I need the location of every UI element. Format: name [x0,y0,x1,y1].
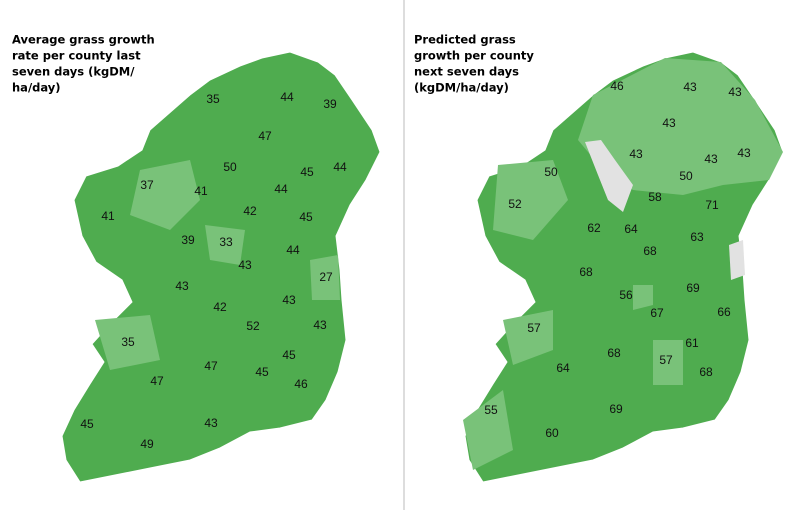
county-value: 45 [80,417,94,431]
county-value: 64 [624,222,638,236]
county-value: 50 [544,165,558,179]
county-value: 43 [683,80,697,94]
map-title: Average grass growth [12,33,155,47]
county-value: 43 [728,85,742,99]
right-map [463,51,784,483]
county-value: 61 [685,336,699,350]
map-title: (kgDM/ha/day) [414,81,509,95]
county-value: 43 [313,318,327,332]
county-value: 44 [274,182,288,196]
county-value: 66 [717,305,731,319]
no-data-region [585,140,633,212]
county-value: 42 [243,204,257,218]
county-value: 46 [294,377,308,391]
county-value: 45 [300,165,314,179]
county-value: 68 [699,365,713,379]
county-value: 42 [213,300,227,314]
county-value: 52 [246,319,260,333]
county-value: 68 [579,265,593,279]
county-value: 63 [690,230,704,244]
county-value: 49 [140,437,154,451]
map-title: growth per county [414,49,534,63]
county-value: 68 [607,346,621,360]
map-title: rate per county last [12,49,141,63]
county-value: 43 [629,147,643,161]
county-value: 50 [223,160,237,174]
county-value: 44 [333,160,347,174]
county-value: 37 [140,178,154,192]
county-value: 62 [587,221,601,235]
county-value: 44 [280,90,294,104]
light-region [463,58,783,470]
county-value: 43 [282,293,296,307]
map-title: next seven days [414,65,519,79]
county-value: 41 [194,184,208,198]
light-region [0,0,340,370]
county-value: 71 [705,198,719,212]
county-value: 27 [319,270,333,284]
county-value: 47 [150,374,164,388]
county-value: 68 [643,244,657,258]
map-title: ha/day) [12,81,61,95]
county-value: 43 [204,416,218,430]
county-value: 45 [255,365,269,379]
county-value: 43 [662,116,676,130]
county-value: 57 [659,353,673,367]
county-value: 43 [175,279,189,293]
map-title: seven days (kgDM/ [12,65,135,79]
county-value: 43 [737,146,751,160]
county-value: 35 [206,92,220,106]
county-value: 57 [527,321,541,335]
county-value: 69 [686,281,700,295]
map-title: Predicted grass [414,33,516,47]
county-value: 35 [121,335,135,349]
county-value: 45 [282,348,296,362]
no-data-region [729,240,745,280]
county-value: 47 [204,359,218,373]
county-value: 64 [556,361,570,375]
county-value: 45 [299,210,313,224]
county-value: 47 [258,129,272,143]
county-value: 39 [323,97,337,111]
county-value: 43 [704,152,718,166]
county-value: 43 [238,258,252,272]
county-value: 69 [609,402,623,416]
county-value: 67 [650,306,664,320]
left-map [0,0,381,483]
county-value: 56 [619,288,633,302]
county-value: 52 [508,197,522,211]
county-value: 55 [484,403,498,417]
county-value: 58 [648,190,662,204]
county-value: 41 [101,209,115,223]
county-value: 44 [286,243,300,257]
county-value: 39 [181,233,195,247]
county-value: 60 [545,426,559,440]
county-value: 46 [610,79,624,93]
county-value: 50 [679,169,693,183]
county-value: 33 [219,235,233,249]
